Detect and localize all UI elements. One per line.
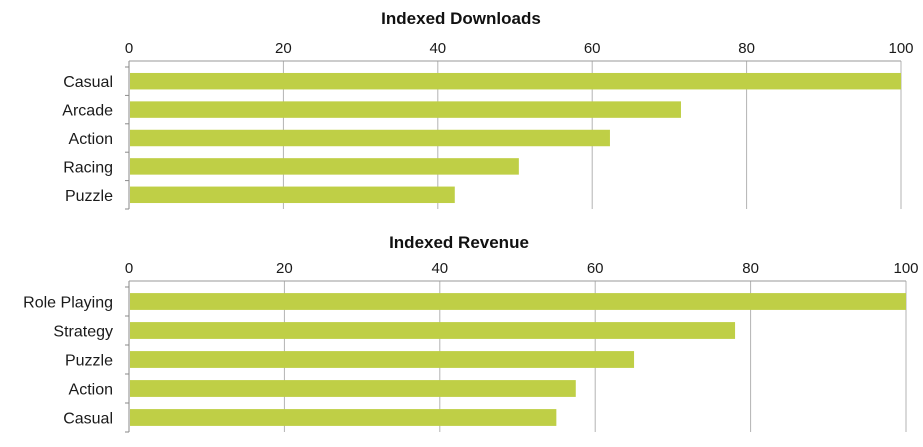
category-label: Casual (63, 74, 113, 91)
x-tick-label: 20 (276, 260, 293, 277)
category-label: Puzzle (65, 188, 113, 205)
x-tick-label: 100 (888, 40, 913, 57)
x-tick-label: 40 (431, 260, 448, 277)
x-tick-label: 20 (275, 40, 292, 57)
chart-title: Indexed Downloads (381, 9, 541, 28)
x-tick-label: 40 (429, 40, 446, 57)
category-label: Action (69, 131, 113, 148)
x-tick-label: 80 (738, 40, 755, 57)
category-label: Strategy (53, 324, 113, 341)
x-tick-label: 60 (584, 40, 601, 57)
category-label: Arcade (62, 103, 113, 120)
bar (130, 351, 635, 368)
x-tick-label: 60 (587, 260, 604, 277)
bar (130, 72, 901, 90)
chart-1: Indexed Downloads 0 20 40 60 80 100 Casual Arcad… (62, 9, 914, 210)
bar (130, 186, 455, 204)
bar (130, 129, 610, 147)
bar (130, 322, 736, 339)
chart-title: Indexed Revenue (389, 233, 529, 252)
category-label: Racing (63, 159, 113, 176)
x-tick-label: 0 (125, 40, 133, 57)
x-tick-label: 80 (742, 260, 759, 277)
category-label: Puzzle (65, 353, 113, 370)
category-label: Action (69, 382, 113, 399)
x-tick-label: 0 (125, 260, 133, 277)
bar (130, 409, 557, 426)
chart-2: Indexed Revenue 0 20 40 60 80 100 Role Playing S… (23, 233, 919, 433)
category-label: Role Playing (23, 295, 113, 312)
category-label: Casual (63, 411, 113, 428)
x-tick-label: 100 (893, 260, 918, 277)
bar (130, 101, 681, 118)
bar (130, 293, 906, 310)
bar (130, 380, 576, 397)
bar (130, 158, 519, 175)
